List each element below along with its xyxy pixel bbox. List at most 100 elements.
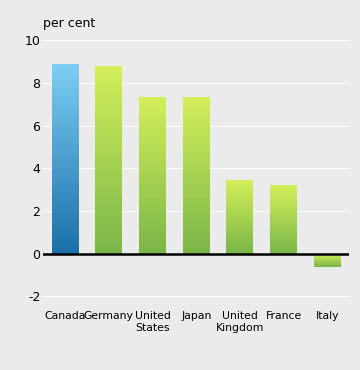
Bar — [226, 221, 253, 222]
Bar — [95, 141, 122, 143]
Bar — [95, 230, 122, 233]
Bar — [139, 122, 166, 124]
Bar — [139, 130, 166, 132]
Bar — [95, 71, 122, 73]
Bar — [95, 228, 122, 230]
Bar — [51, 247, 78, 249]
Bar — [51, 107, 78, 109]
Bar — [51, 225, 78, 228]
Bar — [139, 250, 166, 252]
Bar — [51, 145, 78, 147]
Bar — [95, 87, 122, 90]
Bar — [226, 230, 253, 231]
Bar — [139, 221, 166, 222]
Bar — [183, 238, 210, 240]
Bar — [183, 150, 210, 152]
Bar — [183, 197, 210, 199]
Bar — [226, 183, 253, 184]
Bar — [183, 242, 210, 244]
Bar — [95, 172, 122, 174]
Bar — [183, 181, 210, 183]
Bar — [139, 105, 166, 107]
Bar — [95, 219, 122, 221]
Bar — [51, 173, 78, 175]
Bar — [226, 217, 253, 218]
Bar — [270, 185, 297, 186]
Bar — [51, 171, 78, 173]
Bar — [139, 97, 166, 99]
Bar — [139, 234, 166, 236]
Bar — [226, 225, 253, 226]
Bar — [51, 132, 78, 135]
Bar — [95, 204, 122, 207]
Bar — [183, 185, 210, 187]
Bar — [139, 150, 166, 152]
Bar — [139, 215, 166, 216]
Bar — [183, 159, 210, 162]
Bar — [226, 198, 253, 199]
Bar — [183, 169, 210, 171]
Bar — [226, 195, 253, 196]
Bar — [270, 202, 297, 204]
Bar — [270, 192, 297, 193]
Bar — [139, 191, 166, 193]
Bar — [51, 147, 78, 149]
Bar — [183, 168, 210, 169]
Bar — [183, 175, 210, 177]
Bar — [95, 122, 122, 125]
Bar — [139, 216, 166, 218]
Bar — [51, 135, 78, 137]
Bar — [95, 139, 122, 141]
Bar — [51, 118, 78, 121]
Bar — [51, 244, 78, 247]
Bar — [183, 114, 210, 117]
Bar — [95, 151, 122, 153]
Bar — [139, 144, 166, 146]
Bar — [226, 237, 253, 238]
Bar — [51, 228, 78, 230]
Bar — [226, 249, 253, 250]
Bar — [226, 218, 253, 219]
Bar — [183, 203, 210, 205]
Bar — [270, 200, 297, 201]
Bar — [183, 144, 210, 146]
Bar — [270, 236, 297, 237]
Bar — [139, 169, 166, 171]
Bar — [51, 180, 78, 182]
Bar — [95, 143, 122, 146]
Bar — [95, 82, 122, 85]
Bar — [183, 211, 210, 212]
Bar — [95, 120, 122, 122]
Bar — [95, 237, 122, 240]
Bar — [95, 179, 122, 181]
Bar — [139, 203, 166, 205]
Bar — [139, 171, 166, 173]
Bar — [226, 250, 253, 251]
Bar — [183, 236, 210, 238]
Bar — [139, 238, 166, 240]
Bar — [270, 217, 297, 218]
Bar — [270, 199, 297, 200]
Bar — [270, 212, 297, 213]
Bar — [270, 237, 297, 238]
Bar — [183, 120, 210, 122]
Bar — [95, 127, 122, 129]
Bar — [226, 227, 253, 228]
Bar — [226, 253, 253, 254]
Bar — [226, 238, 253, 239]
Bar — [95, 68, 122, 71]
Bar — [183, 207, 210, 209]
Bar — [226, 204, 253, 205]
Bar — [270, 252, 297, 253]
Bar — [226, 207, 253, 208]
Bar — [51, 130, 78, 132]
Bar — [95, 165, 122, 167]
Bar — [139, 112, 166, 114]
Bar — [270, 213, 297, 215]
Bar — [139, 212, 166, 215]
Bar — [95, 101, 122, 104]
Bar — [226, 203, 253, 204]
Bar — [183, 101, 210, 103]
Bar — [270, 223, 297, 224]
Bar — [270, 245, 297, 246]
